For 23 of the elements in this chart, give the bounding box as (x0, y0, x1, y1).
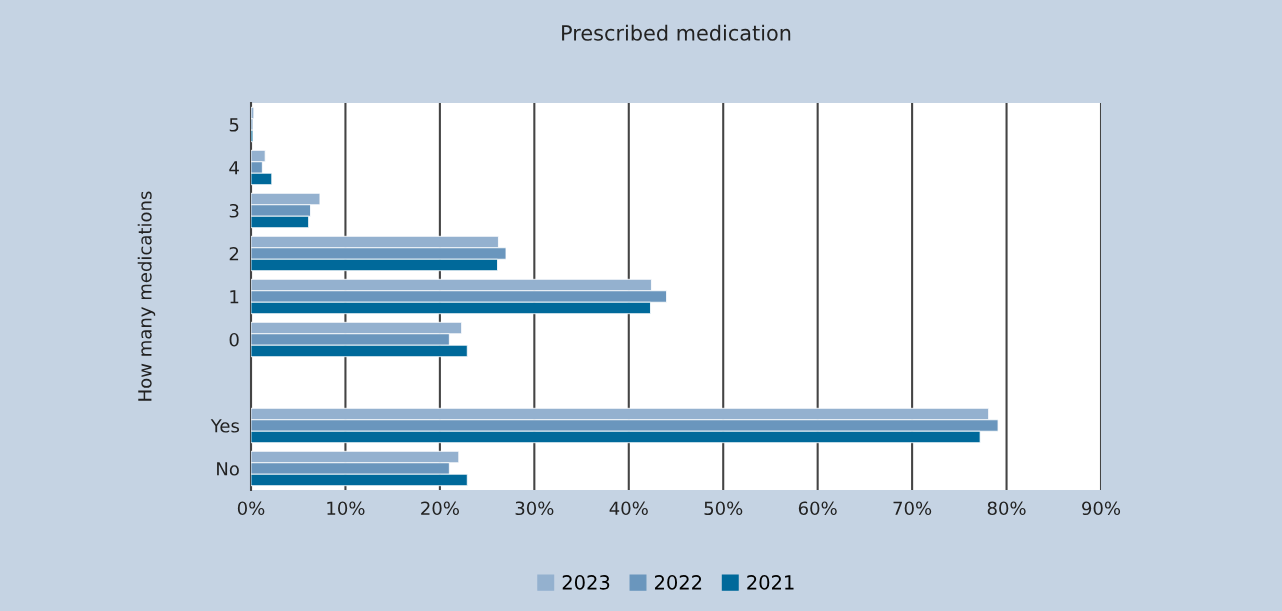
x-tick-label: 0% (237, 501, 265, 516)
y-tick-label: 3 (229, 203, 239, 218)
y-tick-label: No (217, 462, 239, 476)
y-tick-label: 4 (229, 161, 239, 175)
x-tick-label: 70% (893, 501, 932, 516)
legend-label: 2021 (747, 575, 794, 590)
x-tick-label: 40% (609, 501, 648, 516)
y-tick-label: 5 (229, 118, 239, 132)
x-tick-label: 80% (987, 501, 1026, 516)
y-axis-title: How many medications (137, 191, 156, 401)
y-tick-label: Yes (210, 419, 240, 433)
legend-label: 2023 (562, 575, 610, 590)
chart-title: Prescribed medication (562, 24, 791, 41)
x-tick-label: 50% (704, 501, 743, 516)
y-tick-label: 1 (230, 290, 239, 304)
x-tick-label: 60% (798, 501, 837, 516)
y-tick-label: 0 (229, 332, 239, 347)
x-tick-label: 20% (421, 501, 459, 516)
x-tick-label: 10% (327, 501, 365, 516)
x-tick-label: 30% (515, 501, 554, 516)
y-tick-label: 2 (229, 246, 239, 261)
legend-label: 2022 (654, 575, 702, 590)
x-tick-label: 90% (1082, 501, 1121, 516)
